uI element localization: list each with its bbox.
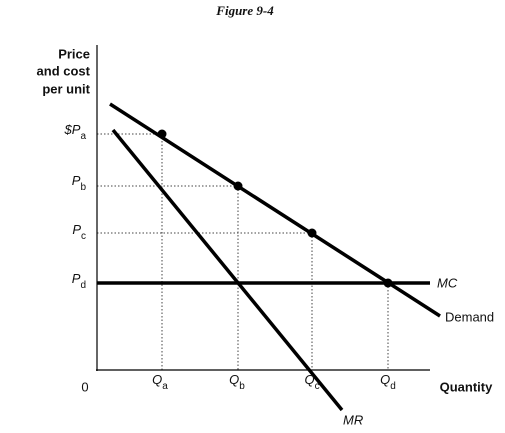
quantity-label-main: Q <box>229 372 239 387</box>
price-label-sub: d <box>80 280 86 291</box>
quantity-label: Qa <box>152 372 168 391</box>
y-axis-label: Price <box>58 46 90 61</box>
price-label: Pc <box>72 222 86 241</box>
quantity-label-main: Q <box>380 372 390 387</box>
price-label: Pb <box>72 173 87 192</box>
y-axis-label: and cost <box>37 63 91 78</box>
quantity-label: Qc <box>304 372 319 391</box>
mr-label: MR <box>343 412 363 427</box>
figure-title: Figure 9-4 <box>215 3 274 18</box>
price-label-main: P <box>72 271 81 286</box>
quantity-label-sub: c <box>315 381 320 392</box>
quantity-label-sub: a <box>162 381 168 392</box>
price-label: Pd <box>72 271 86 290</box>
quantity-label-main: Q <box>304 372 314 387</box>
price-label-sub: b <box>80 182 86 193</box>
quantity-label: Qd <box>380 372 396 391</box>
guides <box>97 133 389 370</box>
price-label-main: P <box>72 222 81 237</box>
quantity-label-main: Q <box>152 372 162 387</box>
origin-label: 0 <box>81 379 88 394</box>
price-label-sub: c <box>81 231 86 242</box>
price-label: $Pa <box>64 122 87 141</box>
price-label-main: $P <box>64 122 81 137</box>
quantity-label: Qb <box>229 372 245 391</box>
mc-label: MC <box>437 275 458 290</box>
points <box>157 129 393 288</box>
demand-label: Demand <box>445 309 494 324</box>
price-label-main: P <box>72 173 81 188</box>
quantity-label-sub: b <box>239 381 245 392</box>
y-axis-label: per unit <box>42 81 90 96</box>
mr-curve <box>111 128 344 412</box>
quantity-label-sub: d <box>390 381 396 392</box>
x-axis-label: Quantity <box>440 379 493 394</box>
price-label-sub: a <box>80 131 86 142</box>
